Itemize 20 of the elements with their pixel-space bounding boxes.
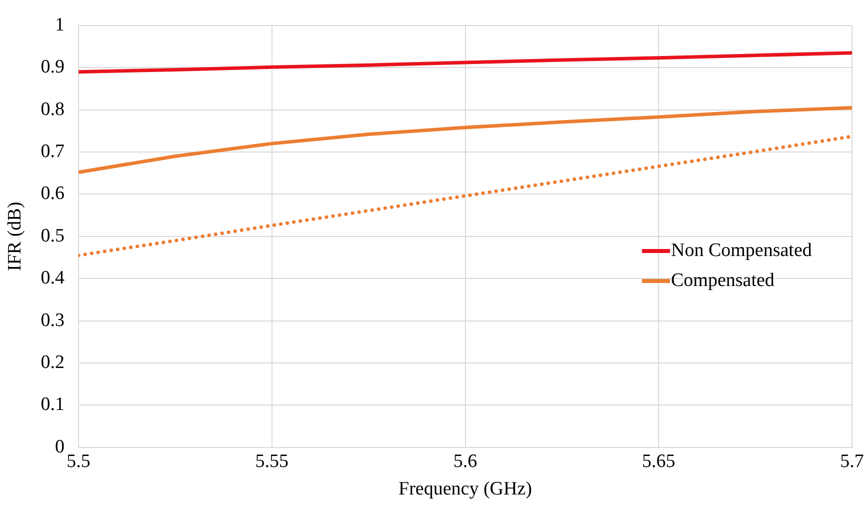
y-tick-label: 0 — [55, 436, 65, 458]
y-tick-label: 0.4 — [40, 268, 66, 289]
x-tick-label: 5.5 — [66, 450, 90, 472]
legend-label: Non Compensated — [671, 240, 812, 262]
x-tick-label: 5.7 — [840, 450, 864, 472]
y-axis-title: IFR (dB) — [4, 202, 26, 271]
x-axis-title: Frequency (GHz) — [398, 478, 532, 500]
y-tick-label: 0.9 — [40, 56, 65, 78]
x-tick-label: 5.55 — [255, 450, 289, 472]
y-tick-label: 0.6 — [40, 183, 65, 204]
y-tick-label: 1 — [55, 14, 65, 36]
y-tick-label: 0.2 — [40, 352, 65, 373]
x-tick-label: 5.6 — [453, 450, 478, 472]
y-tick-label: 0.1 — [40, 394, 65, 416]
y-tick-label: 0.7 — [40, 140, 65, 162]
legend-label: Compensated — [671, 270, 774, 292]
y-tick-label: 0.5 — [40, 225, 65, 246]
x-tick-label: 5.65 — [642, 450, 676, 472]
y-tick-label: 0.3 — [40, 310, 65, 331]
y-tick-label: 0.8 — [40, 98, 65, 120]
